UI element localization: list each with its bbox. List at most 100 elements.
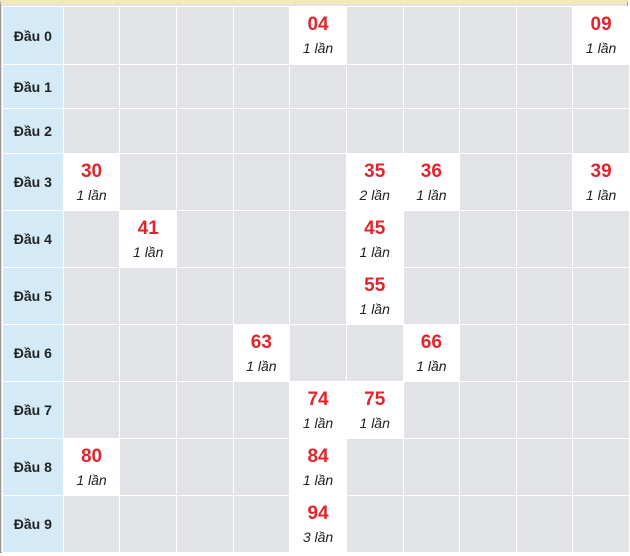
empty-cell	[119, 438, 178, 496]
empty-cell	[345, 6, 404, 65]
number-value: 09	[590, 14, 612, 35]
number-cell: 09 1 lần	[572, 6, 630, 65]
number-value: 36	[420, 160, 442, 182]
empty-cell	[176, 495, 234, 553]
empty-cell	[345, 495, 404, 553]
empty-cell	[289, 324, 347, 382]
empty-cell	[572, 210, 630, 268]
empty-cell	[119, 64, 178, 109]
row-head-label: Đầu 5	[2, 267, 64, 325]
occurrence-count: 1 lần	[76, 186, 107, 203]
empty-cell	[232, 438, 291, 496]
empty-cell	[62, 210, 121, 268]
empty-cell	[345, 324, 404, 382]
empty-cell	[176, 64, 234, 109]
empty-cell	[515, 210, 574, 268]
empty-cell	[289, 153, 347, 211]
row-head-label: Đầu 1	[2, 64, 64, 109]
occurrence-count: 1 lần	[302, 471, 334, 488]
occurrence-count: 1 lần	[76, 471, 107, 488]
table-row: Đầu 1	[2, 64, 630, 109]
number-cell: 36 1 lần	[402, 153, 461, 211]
table-row: Đầu 9 94 3 lần	[2, 495, 630, 553]
empty-cell	[459, 438, 517, 496]
row-head-label: Đầu 2	[2, 108, 64, 154]
empty-cell	[289, 108, 347, 154]
number-value: 66	[420, 331, 442, 353]
occurrence-count: 1 lần	[359, 414, 390, 431]
empty-cell	[176, 267, 234, 325]
empty-cell	[289, 64, 347, 109]
empty-cell	[289, 267, 347, 325]
empty-cell	[459, 210, 517, 268]
empty-cell	[232, 495, 291, 553]
table-row: Đầu 7 74 1 lần 75 1 lần	[2, 381, 630, 439]
number-cell: 63 1 lần	[232, 324, 291, 382]
number-value: 94	[307, 502, 329, 524]
table-row: Đầu 3 30 1 lần 35 2 lần 36 1 lần 39 1 lần	[2, 153, 630, 211]
empty-cell	[402, 64, 461, 109]
empty-cell	[402, 267, 461, 325]
table-row: Đầu 2	[2, 108, 630, 154]
empty-cell	[119, 153, 178, 211]
number-cell: 39 1 lần	[572, 153, 630, 211]
row-head-label: Đầu 4	[2, 210, 64, 268]
empty-cell	[232, 381, 291, 439]
empty-cell	[459, 324, 517, 382]
number-value: 55	[364, 274, 386, 296]
empty-cell	[176, 6, 234, 65]
empty-cell	[459, 108, 517, 154]
table-body: Đầu 0 04 1 lần 09 1 lần Đầu 1 Đầu 2 Đầu 3 30 1 lầ…	[2, 6, 630, 553]
empty-cell	[62, 381, 121, 439]
occurrence-count: 1 lần	[302, 414, 334, 431]
number-value: 84	[307, 445, 329, 467]
occurrence-count: 1 lần	[585, 186, 617, 203]
number-cell: 74 1 lần	[289, 381, 347, 439]
empty-cell	[515, 6, 574, 65]
occurrence-count: 2 lần	[359, 186, 390, 203]
number-value: 63	[250, 331, 272, 353]
empty-cell	[572, 267, 630, 325]
empty-cell	[119, 324, 178, 382]
row-head-label: Đầu 0	[2, 6, 64, 65]
empty-cell	[176, 438, 234, 496]
number-value: 30	[80, 160, 103, 182]
empty-cell	[176, 153, 234, 211]
number-value: 39	[590, 160, 612, 182]
empty-cell	[345, 438, 404, 496]
row-head-label: Đầu 6	[2, 324, 64, 382]
occurrence-count: 1 lần	[416, 357, 447, 374]
table-row: Đầu 8 80 1 lần 84 1 lần	[2, 438, 630, 496]
number-cell: 84 1 lần	[289, 438, 347, 496]
empty-cell	[402, 6, 461, 65]
empty-cell	[459, 495, 517, 553]
empty-cell	[119, 495, 178, 553]
empty-cell	[119, 108, 178, 154]
number-value: 45	[364, 217, 386, 239]
empty-cell	[62, 64, 121, 109]
empty-cell	[515, 64, 574, 109]
occurrence-count: 1 lần	[246, 357, 277, 374]
empty-cell	[232, 267, 291, 325]
table-row: Đầu 4 41 1 lần 45 1 lần	[2, 210, 630, 268]
occurrence-count: 1 lần	[359, 300, 390, 317]
empty-cell	[459, 381, 517, 439]
table-row: Đầu 6 63 1 lần 66 1 lần	[2, 324, 630, 382]
empty-cell	[459, 6, 517, 65]
empty-cell	[345, 64, 404, 109]
empty-cell	[572, 108, 630, 154]
empty-cell	[232, 64, 291, 109]
number-cell: 35 2 lần	[345, 153, 404, 211]
row-head-label: Đầu 8	[2, 438, 64, 496]
number-value: 80	[80, 445, 103, 467]
empty-cell	[62, 108, 121, 154]
empty-cell	[572, 495, 630, 553]
empty-cell	[232, 210, 291, 268]
empty-cell	[119, 267, 178, 325]
number-value: 74	[307, 388, 329, 410]
empty-cell	[232, 6, 291, 65]
table-row: Đầu 5 55 1 lần	[2, 267, 630, 325]
occurrence-count: 1 lần	[416, 186, 447, 203]
number-cell: 55 1 lần	[345, 267, 404, 325]
empty-cell	[515, 324, 574, 382]
